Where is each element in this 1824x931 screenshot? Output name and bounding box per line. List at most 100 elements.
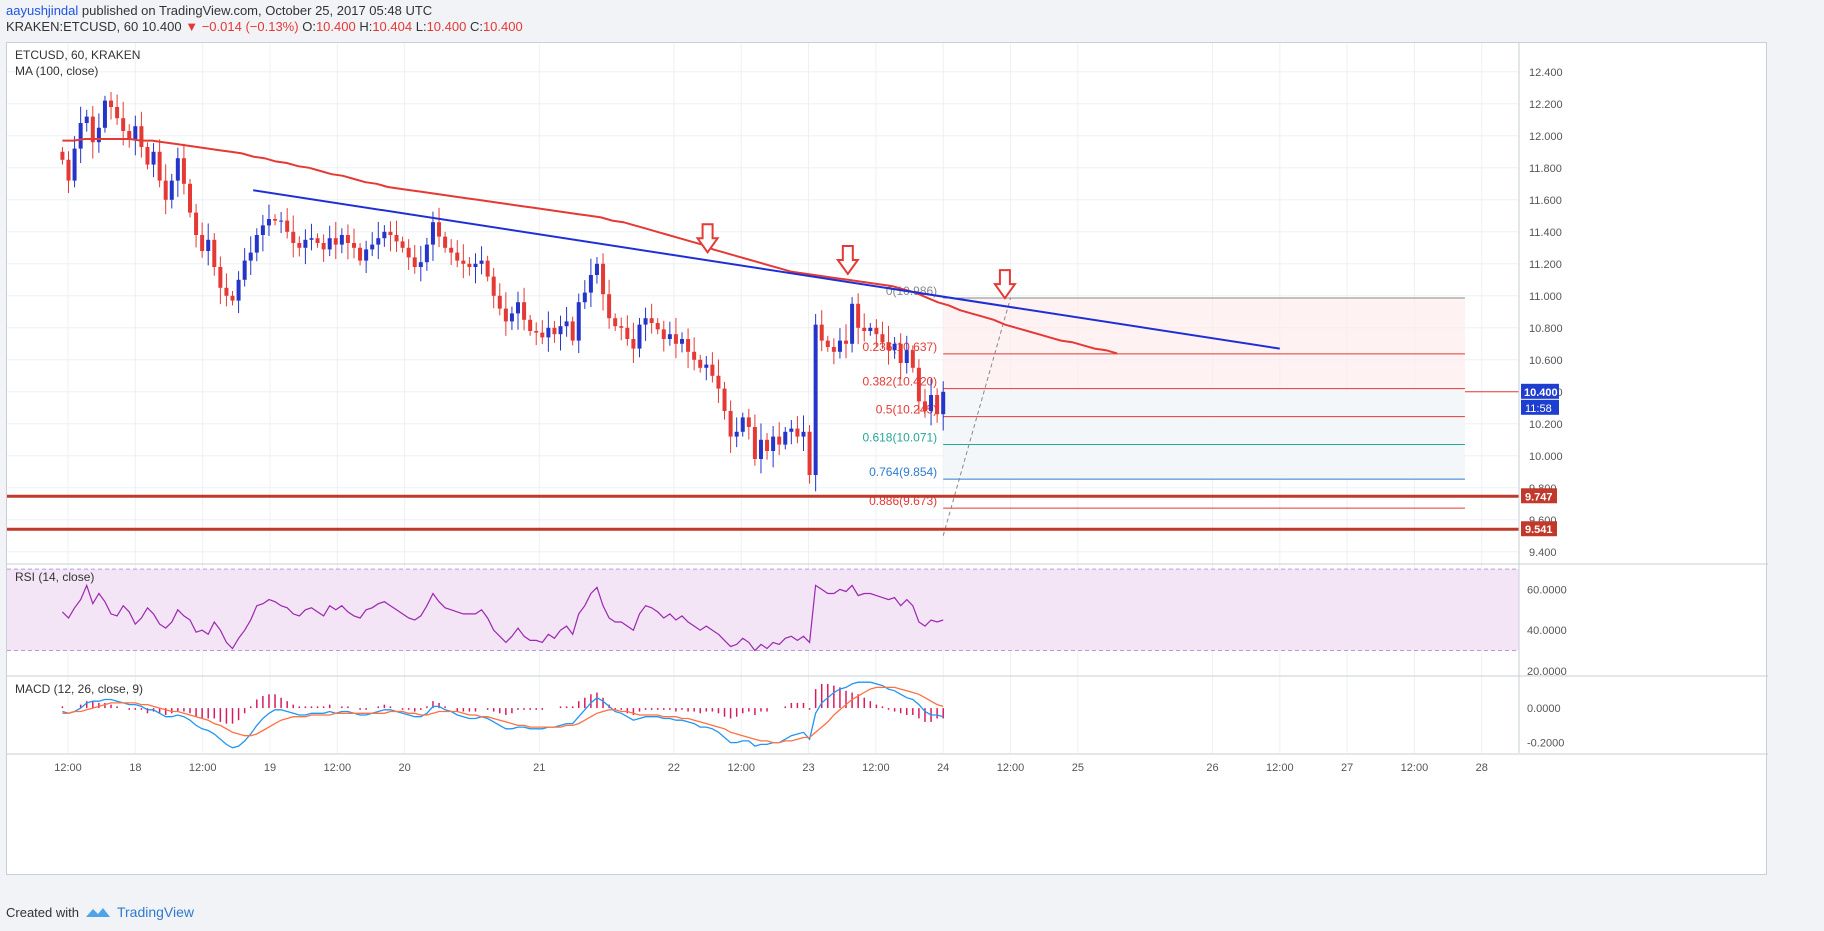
rsi-band (7, 569, 1519, 651)
candle-body (212, 239, 217, 267)
candle-body (236, 279, 241, 301)
countdown-label: 11:58 (1525, 403, 1552, 415)
candle-body (892, 343, 897, 351)
candle-body (941, 391, 946, 415)
candle-body (594, 263, 599, 275)
resistance-arrow-icon (835, 244, 860, 276)
candle-body (60, 151, 65, 160)
candle-body (801, 431, 806, 437)
candle-body (552, 327, 557, 335)
candle-body (449, 247, 454, 253)
candle-body (789, 428, 794, 432)
price-tick-label: 11.400 (1529, 227, 1562, 239)
time-tick-label: 12:00 (1401, 762, 1429, 774)
candle-body (133, 126, 138, 139)
candle-body (194, 212, 199, 235)
fib-zone-lower (943, 388, 1465, 480)
candle-body (522, 302, 527, 320)
candle-body (388, 231, 393, 235)
candle-body (649, 318, 654, 323)
tradingview-brand[interactable]: TradingView (116, 904, 195, 920)
candle-body (534, 331, 539, 333)
candle-body (777, 436, 782, 445)
candle-body (637, 324, 642, 349)
header-bar: aayushjindal published on TradingView.co… (6, 3, 432, 18)
price-tick-label: 12.200 (1529, 99, 1563, 111)
candle-body (874, 327, 879, 335)
author-link[interactable]: aayushjindal (6, 3, 79, 18)
candle-body (491, 276, 496, 296)
ma100-line (62, 138, 1118, 355)
macd-tick-label: 0.0000 (1527, 703, 1561, 715)
candle-body (321, 243, 326, 250)
time-tick-label: 26 (1206, 762, 1218, 774)
fib-level-label: 0.5(10.245) (876, 403, 937, 417)
candle-body (121, 118, 126, 131)
signal-line (62, 686, 944, 744)
candle-body (935, 395, 940, 415)
candle-body (394, 235, 399, 242)
candle-body (139, 126, 144, 147)
candle-body (230, 295, 235, 301)
candle-body (187, 183, 192, 213)
candle-body (868, 327, 873, 331)
candle-body (424, 244, 429, 263)
time-tick-label: 12:00 (862, 762, 890, 774)
open-label: O: (302, 19, 316, 34)
candle-body (437, 222, 442, 237)
support-price-tag (1521, 521, 1557, 537)
symbol-line: KRAKEN:ETCUSD, 60 (6, 19, 139, 34)
macd-pane[interactable]: MACD (12, 26, close, 9) (15, 681, 944, 749)
macd-line (62, 681, 944, 749)
candle-body (485, 260, 490, 277)
candle-body (364, 249, 369, 261)
created-with-label: Created with (6, 904, 79, 920)
candle-body (728, 411, 733, 437)
price-tick-label: 11.800 (1529, 163, 1562, 175)
price-tick-label: 10.000 (1529, 451, 1563, 463)
candle-body (588, 275, 593, 293)
candle-body (765, 439, 770, 451)
candle-body (279, 220, 284, 222)
tradingview-logo-icon (85, 908, 110, 917)
down-triangle-icon: ▼ (185, 19, 199, 34)
candle-body (503, 308, 508, 322)
fib-level-label: 0.382(10.420) (862, 375, 937, 389)
candle-body (382, 231, 387, 239)
ma-legend: MA (100, close) (15, 64, 98, 78)
last-price: 10.400 (141, 19, 182, 34)
candle-body (78, 123, 83, 149)
candle-body (564, 321, 569, 327)
fib-zone-upper (943, 298, 1465, 389)
candle-body (813, 324, 818, 475)
candle-body (224, 287, 229, 296)
rsi-pane[interactable]: RSI (14, close) (7, 568, 1519, 652)
rsi-line (61, 583, 944, 652)
candle-body (898, 343, 903, 363)
candle-body (710, 364, 715, 376)
candle-body (516, 302, 521, 314)
footer: Created with TradingView (6, 904, 194, 920)
candle-body (807, 431, 812, 475)
candle-body (570, 321, 575, 341)
candle-body (528, 319, 533, 331)
candle-body (509, 313, 514, 322)
candle-body (163, 180, 168, 200)
price-tick-label: 12.000 (1529, 131, 1563, 143)
open-value: 10.400 (315, 19, 356, 34)
candle-body (819, 324, 824, 341)
axes: 12.400 12.200 12.000 11.800 11.600 11.400 11.2… (7, 43, 1768, 774)
time-tick-label: 21 (533, 762, 545, 774)
candle-body (862, 327, 867, 331)
rsi-tick-label: 40.0000 (1527, 625, 1567, 637)
publish-info: published on TradingView.com, October 25… (81, 3, 433, 18)
time-tick-label: 12:00 (727, 762, 755, 774)
candle-body (376, 238, 381, 245)
candle-body (479, 260, 484, 264)
price-tick-label: 10.800 (1529, 323, 1563, 335)
candle-body (601, 263, 606, 295)
macd-tick-label: -0.2000 (1527, 738, 1564, 750)
